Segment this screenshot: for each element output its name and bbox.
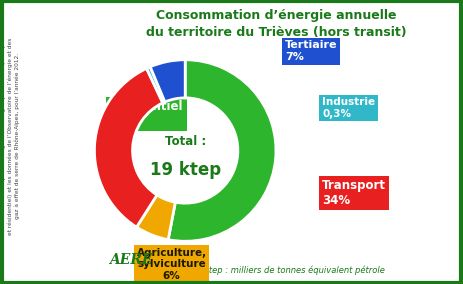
Text: ktep : milliers de tonnes équivalent pétrole: ktep : milliers de tonnes équivalent pét… [204, 266, 385, 275]
Text: Total :: Total : [164, 135, 206, 148]
Text: AERE: AERE [109, 253, 153, 267]
Text: Résidentiel
53%: Résidentiel 53% [109, 100, 183, 128]
Wedge shape [147, 67, 165, 103]
Text: 19 ktep: 19 ktep [150, 162, 221, 179]
Wedge shape [150, 60, 185, 102]
Text: Transport
34%: Transport 34% [322, 179, 386, 207]
Text: Industrie
0,3%: Industrie 0,3% [322, 97, 375, 119]
Wedge shape [94, 68, 163, 227]
Wedge shape [137, 195, 175, 240]
Text: Agriculture,
sylviculture
6%: Agriculture, sylviculture 6% [137, 248, 206, 281]
Text: Source : Réalisé d’après le diagnostic énergétique d’AERE (transport
et résident: Source : Réalisé d’après le diagnostic é… [0, 35, 20, 238]
Wedge shape [168, 60, 276, 241]
Text: Tertiaire
7%: Tertiaire 7% [285, 40, 338, 62]
Text: Consommation d’énergie annuelle
du territoire du Trièves (hors transit): Consommation d’énergie annuelle du terri… [146, 9, 407, 39]
